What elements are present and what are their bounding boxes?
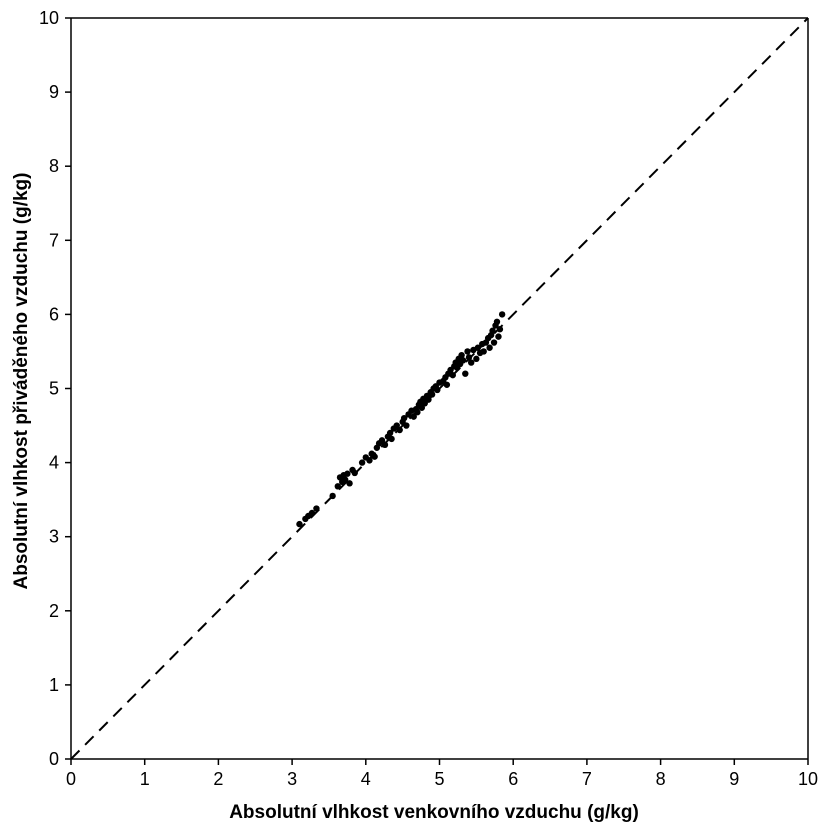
data-point <box>346 480 353 487</box>
data-point <box>400 414 408 422</box>
data-point <box>493 318 501 326</box>
data-point <box>313 505 320 512</box>
data-point <box>296 520 303 528</box>
data-point <box>443 381 451 388</box>
x-tick-label: 8 <box>656 769 666 789</box>
data-point <box>329 492 336 500</box>
y-tick-label: 7 <box>49 230 59 250</box>
x-tick-label: 4 <box>361 769 371 789</box>
data-point <box>486 344 493 351</box>
data-point <box>344 470 351 477</box>
x-tick-label: 2 <box>213 769 223 789</box>
data-point <box>410 413 417 420</box>
data-point <box>489 327 496 334</box>
y-tick-label: 2 <box>49 601 59 621</box>
data-point <box>465 354 473 361</box>
y-tick-label: 10 <box>39 8 59 28</box>
data-point <box>496 326 504 333</box>
data-point <box>358 459 366 466</box>
data-point <box>334 483 341 490</box>
x-tick-label: 5 <box>434 769 444 789</box>
x-tick-label: 9 <box>729 769 739 789</box>
data-point <box>341 476 349 483</box>
x-tick-label: 6 <box>508 769 518 789</box>
x-axis-label: Absolutní vlhkost venkovního vzduchu (g/… <box>229 802 639 823</box>
y-tick-label: 4 <box>49 453 59 473</box>
x-tick-label: 1 <box>140 769 150 789</box>
y-tick-label: 9 <box>49 82 59 102</box>
data-point <box>386 429 394 437</box>
data-point <box>462 370 469 377</box>
data-points <box>296 311 506 528</box>
data-point <box>428 391 436 398</box>
data-point <box>464 348 471 355</box>
data-point <box>474 344 482 351</box>
data-point <box>490 339 498 346</box>
y-tick-label: 5 <box>49 379 59 399</box>
data-point <box>403 422 410 429</box>
y-tick-label: 6 <box>49 304 59 324</box>
y-tick-label: 3 <box>49 527 59 547</box>
data-point <box>449 371 456 379</box>
data-point <box>495 333 502 340</box>
x-tick-label: 7 <box>582 769 592 789</box>
x-tick-label: 0 <box>66 769 76 789</box>
ticks <box>65 17 809 765</box>
y-tick-label: 0 <box>49 749 59 769</box>
data-point <box>459 357 467 364</box>
y-tick-label: 8 <box>49 156 59 176</box>
data-point <box>366 457 373 464</box>
y-tick-label: 1 <box>49 675 59 695</box>
data-point <box>473 355 480 363</box>
data-point <box>381 441 389 449</box>
x-tick-label: 3 <box>287 769 297 789</box>
data-point <box>371 453 378 460</box>
tick-labels: 0 1 2 3 4 5 6 7 8 9 10 0 1 2 3 4 5 6 7 8 9 10 <box>39 8 818 789</box>
data-point <box>351 469 358 477</box>
data-point <box>425 396 432 403</box>
data-point <box>480 348 487 355</box>
data-point <box>458 351 465 359</box>
data-point <box>498 311 506 318</box>
data-point <box>308 509 316 517</box>
data-point <box>388 435 395 443</box>
data-point <box>467 359 475 366</box>
y-axis-label: Absolutní vlhkost přiváděného vzduchu (g… <box>11 173 32 590</box>
x-tick-label: 10 <box>798 769 818 789</box>
data-point <box>396 426 403 434</box>
data-point <box>434 386 441 394</box>
data-point <box>414 409 421 416</box>
